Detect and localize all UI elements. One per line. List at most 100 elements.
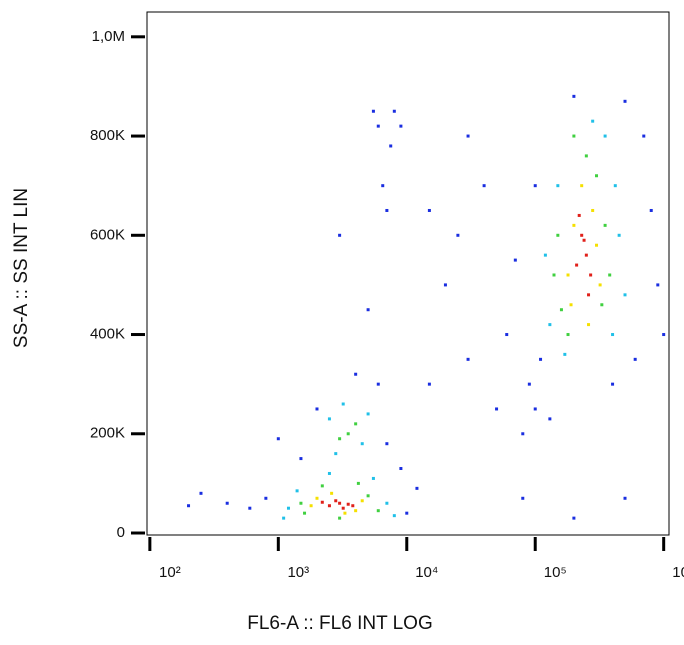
data-point (603, 223, 607, 227)
data-point (338, 233, 342, 237)
data-point (351, 504, 355, 508)
data-point (563, 352, 567, 356)
data-point (495, 407, 499, 411)
data-point (343, 511, 347, 515)
data-point (566, 333, 570, 337)
data-point (376, 124, 380, 128)
data-point (656, 283, 660, 287)
data-point (381, 184, 385, 188)
data-point (548, 417, 552, 421)
data-point (556, 184, 560, 188)
data-point (338, 501, 342, 505)
data-point (589, 273, 593, 277)
y-tick-label: 1,0M (92, 28, 125, 45)
data-point (521, 496, 525, 500)
data-point (513, 258, 517, 262)
data-point (611, 333, 615, 337)
data-point (456, 233, 460, 237)
data-point (354, 422, 358, 426)
data-point (566, 273, 570, 277)
y-axis-title: SS-A :: SS INT LIN (11, 188, 32, 348)
data-point (389, 144, 393, 148)
data-point (662, 333, 666, 337)
data-point (366, 308, 370, 312)
data-point (295, 489, 299, 493)
data-point (334, 499, 338, 503)
data-point (248, 506, 252, 510)
data-point (642, 134, 646, 138)
data-point (521, 432, 525, 436)
data-point (623, 496, 627, 500)
data-point (595, 243, 599, 247)
data-point (341, 402, 345, 406)
data-point (354, 509, 358, 513)
data-point (330, 491, 334, 495)
data-point (466, 357, 470, 361)
x-tick-label: 10⁵ (544, 564, 567, 581)
data-point (608, 273, 612, 277)
data-point (572, 516, 576, 520)
data-point (199, 491, 203, 495)
data-point (587, 323, 591, 327)
data-point (427, 382, 431, 386)
data-point (527, 382, 531, 386)
x-tick-label: 10³ (287, 564, 309, 581)
data-point (356, 481, 360, 485)
data-point (580, 233, 584, 237)
data-point (591, 208, 595, 212)
data-point (587, 293, 591, 297)
data-point (582, 238, 586, 242)
data-point (327, 417, 331, 421)
data-point (556, 233, 560, 237)
data-point (276, 437, 280, 441)
plot-frame (146, 11, 670, 536)
data-point (286, 506, 290, 510)
data-point (577, 213, 581, 217)
data-point (466, 134, 470, 138)
data-point (591, 119, 595, 123)
data-point (575, 263, 579, 267)
data-point (569, 303, 573, 307)
data-point (327, 471, 331, 475)
data-point (385, 208, 389, 212)
data-point (572, 94, 576, 98)
data-point (385, 501, 389, 505)
data-point (572, 223, 576, 227)
data-point (613, 184, 617, 188)
x-tick-label: 10⁴ (415, 564, 438, 581)
data-point (617, 233, 621, 237)
data-point (299, 501, 303, 505)
data-point (415, 486, 419, 490)
data-point (533, 407, 537, 411)
data-point (633, 357, 637, 361)
data-point (649, 208, 653, 212)
data-point (320, 484, 324, 488)
data-point (366, 494, 370, 498)
data-point (539, 357, 543, 361)
data-point (320, 500, 324, 504)
data-point (354, 372, 358, 376)
data-point (552, 273, 556, 277)
y-tick-label: 600K (90, 226, 125, 243)
data-point (299, 457, 303, 461)
data-point (360, 442, 364, 446)
data-point (392, 514, 396, 518)
data-point (341, 506, 345, 510)
data-point (303, 511, 307, 515)
data-point (443, 283, 447, 287)
data-point (572, 134, 576, 138)
y-tick-label: 800K (90, 127, 125, 144)
data-point (600, 303, 604, 307)
data-point (371, 476, 375, 480)
data-point (371, 109, 375, 113)
y-tick-label: 400K (90, 326, 125, 343)
data-point (623, 293, 627, 297)
data-point (315, 496, 319, 500)
data-point (376, 509, 380, 513)
data-point (338, 437, 342, 441)
data-point (584, 154, 588, 158)
data-point (595, 174, 599, 178)
data-point (548, 323, 552, 327)
data-point (611, 382, 615, 386)
